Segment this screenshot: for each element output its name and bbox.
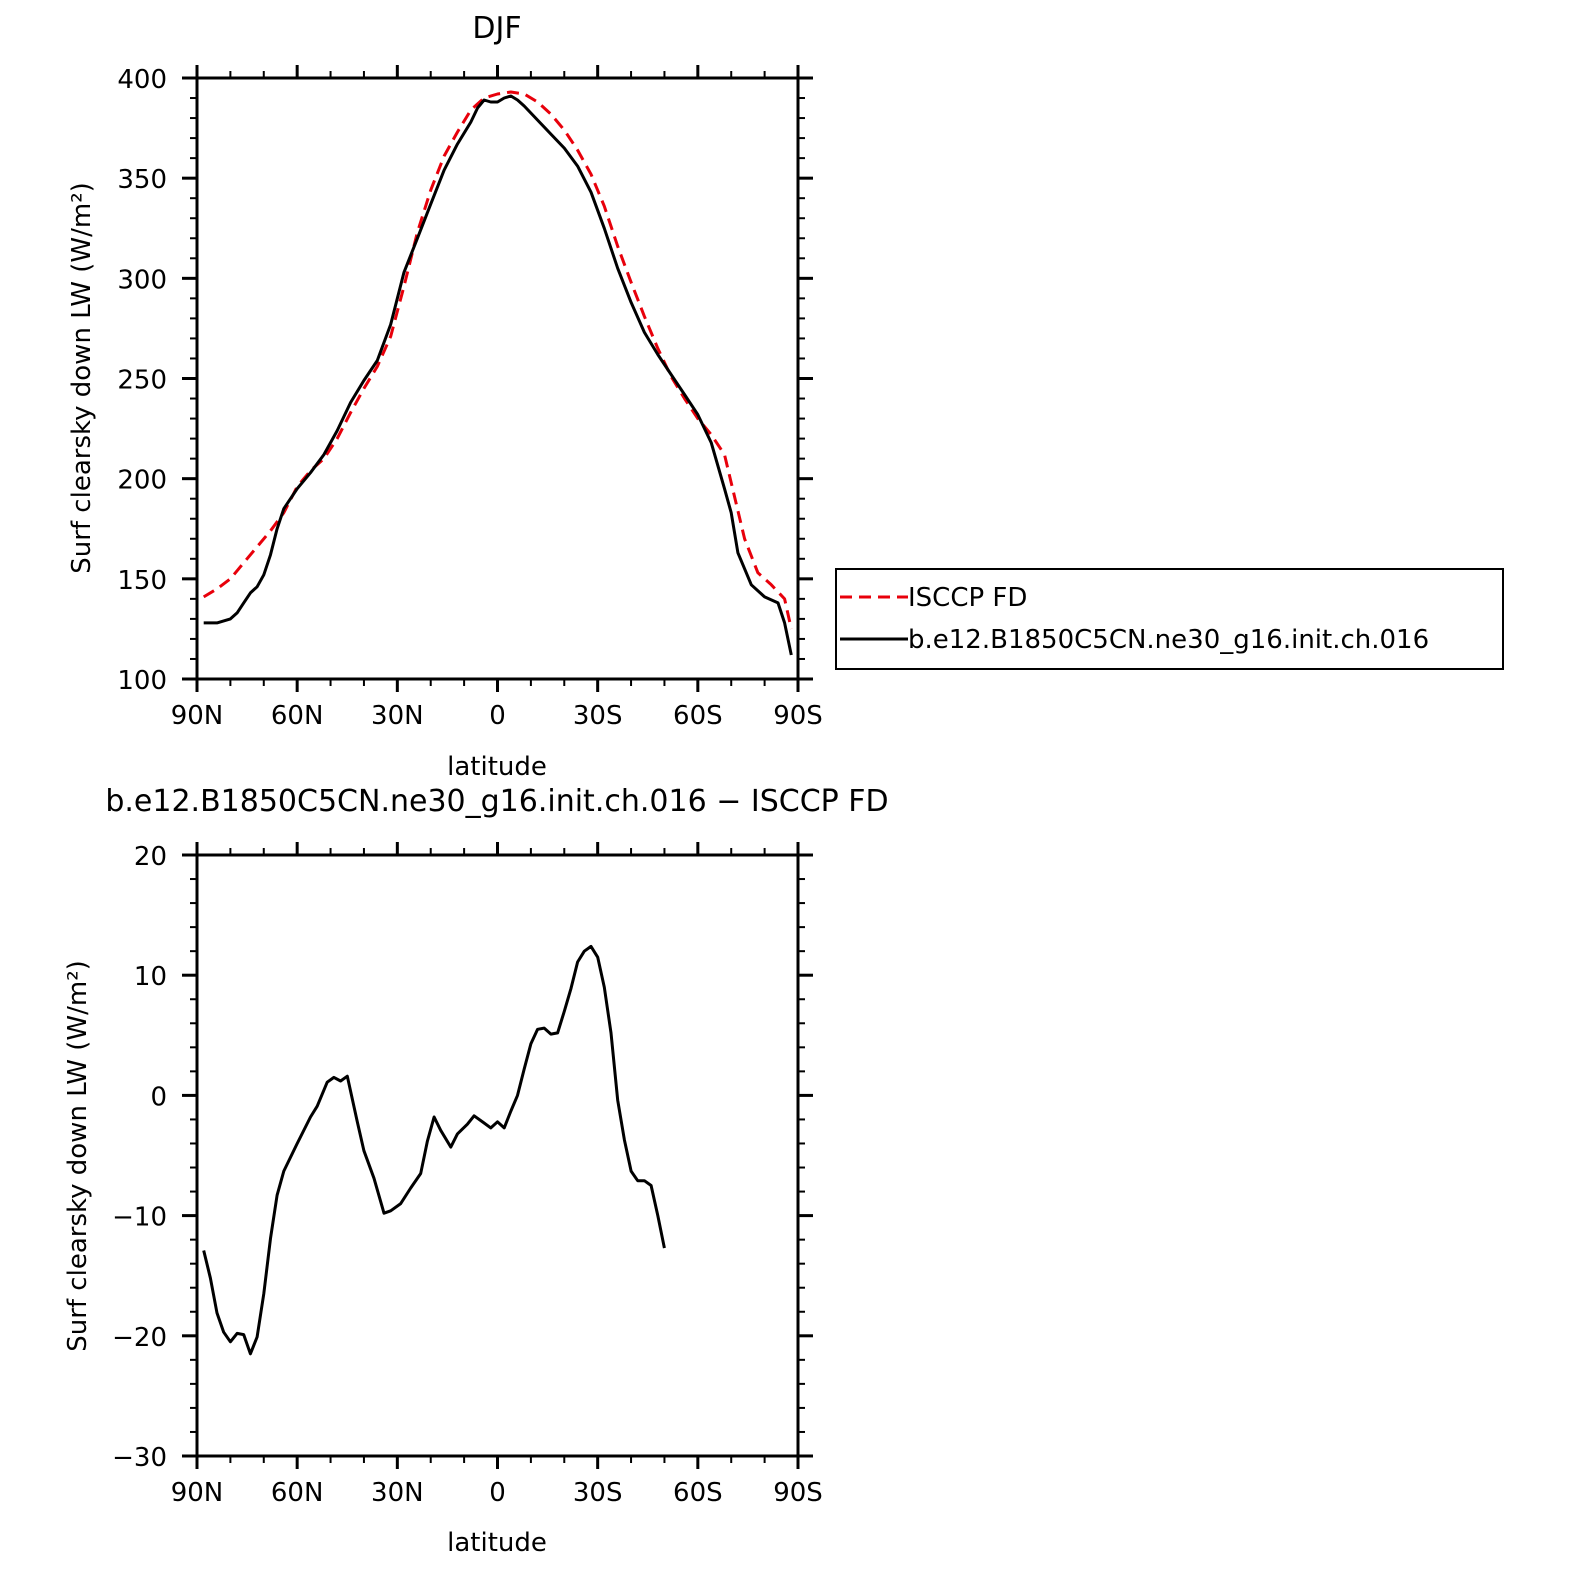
bottom-panel: b.e12.B1850C5CN.ne30_g16.init.ch.016 − I… <box>63 784 889 1558</box>
top-x-tick-label: 60N <box>271 701 324 731</box>
bottom-panel-frame <box>195 853 800 1458</box>
bottom-x-tick-label: 90N <box>171 1478 224 1508</box>
top-x-tick-label: 0 <box>489 701 506 731</box>
top-x-tick-label: 30S <box>573 701 623 731</box>
bottom-x-tick-label: 30S <box>573 1478 623 1508</box>
legend-label-isccp: ISCCP FD <box>908 583 1027 613</box>
top-x-tick-label: 30N <box>371 701 424 731</box>
top-y-tick-label: 400 <box>117 65 167 95</box>
bottom-panel-title: b.e12.B1850C5CN.ne30_g16.init.ch.016 − I… <box>105 784 888 819</box>
top-panel-ticks <box>182 65 813 692</box>
legend-box <box>835 568 1504 670</box>
legend-label-model: b.e12.B1850C5CN.ne30_g16.init.ch.016 <box>908 625 1429 655</box>
top-panel-plot-lines <box>202 90 793 656</box>
bottom-y-tick-label: −20 <box>112 1323 167 1353</box>
top-y-tick-label: 200 <box>117 466 167 496</box>
bottom-y-tick-label: 10 <box>134 962 167 992</box>
top-panel-frame <box>195 76 800 681</box>
top-y-tick-label: 350 <box>117 165 167 195</box>
top-y-tick-label: 100 <box>117 666 167 696</box>
top-panel-ylabel: Surf clearsky down LW (W/m²) <box>67 182 97 574</box>
bottom-panel-ticks <box>182 842 813 1469</box>
top-x-tick-label: 90S <box>773 701 823 731</box>
top-y-tick-label: 150 <box>117 566 167 596</box>
bottom-x-tick-label: 90S <box>773 1478 823 1508</box>
bottom-x-tick-label: 30N <box>371 1478 424 1508</box>
bottom-y-tick-label: −30 <box>112 1443 167 1473</box>
bottom-series-line-0 <box>202 944 666 1356</box>
top-panel: DJF 90N 60N 30N 0 30S 60S 90S 100 150 200 250 300 35… <box>67 11 823 782</box>
bottom-y-tick-label: 0 <box>150 1082 167 1112</box>
top-panel-title: DJF <box>472 11 521 46</box>
bottom-y-tick-label: 20 <box>134 842 167 872</box>
bottom-panel-plot-lines <box>202 944 666 1356</box>
bottom-x-tick-label: 0 <box>489 1478 506 1508</box>
top-y-tick-label: 300 <box>117 265 167 295</box>
top-panel-tick-labels: 90N 60N 30N 0 30S 60S 90S 100 150 200 250 300 350 400 <box>117 65 822 731</box>
top-x-tick-label: 90N <box>171 701 224 731</box>
bottom-panel-ylabel: Surf clearsky down LW (W/m²) <box>63 960 93 1352</box>
bottom-x-tick-label: 60N <box>271 1478 324 1508</box>
bottom-panel-xlabel: latitude <box>447 1528 547 1558</box>
legend: ISCCP FD b.e12.B1850C5CN.ne30_g16.init.c… <box>835 568 1504 670</box>
top-series-line-1 <box>203 94 793 656</box>
bottom-panel-tick-labels: 90N 60N 30N 0 30S 60S 90S −30 −20 −10 0 10 20 <box>112 842 823 1508</box>
top-x-tick-label: 60S <box>673 701 723 731</box>
top-y-tick-label: 250 <box>117 366 167 396</box>
top-panel-xlabel: latitude <box>447 752 547 782</box>
top-series-line-0 <box>202 90 793 630</box>
bottom-y-tick-label: −10 <box>112 1203 167 1233</box>
bottom-x-tick-label: 60S <box>673 1478 723 1508</box>
